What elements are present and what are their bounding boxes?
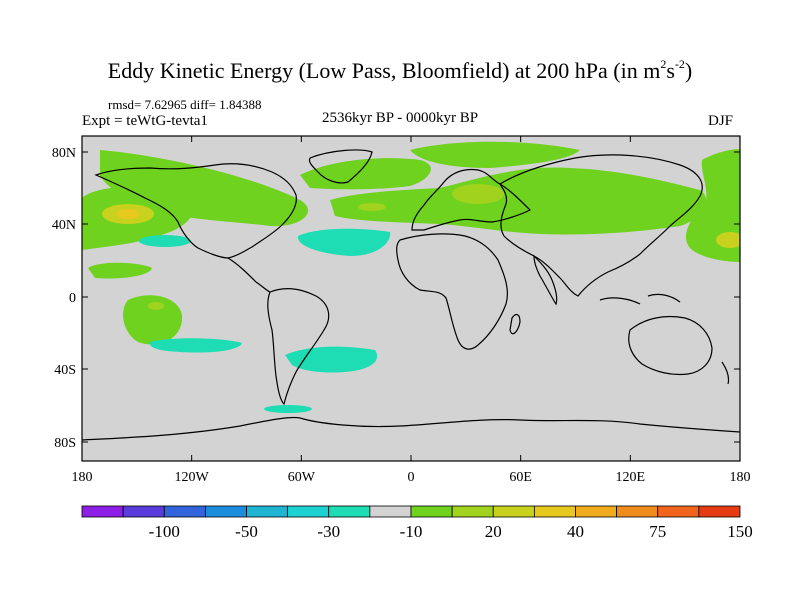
y-tick-label: 40S: [54, 363, 76, 378]
coast-new-zealand: [721, 361, 730, 385]
experiment-label: Expt = teWtG-tevta1: [82, 113, 208, 129]
coastlines: [82, 149, 740, 441]
axis-ticks: [81, 136, 741, 461]
axis-tick-labels: 180 120W 60W 0 60E 120E 180 80N 40N 0 40S 80S: [52, 146, 751, 485]
anomaly-negative-south-pacific: [149, 338, 242, 353]
period-label: 2536kyr BP - 0000kyr BP: [322, 110, 479, 126]
x-tick-label: 180: [730, 470, 751, 485]
y-tick-label: 80S: [54, 436, 76, 451]
colorbar-segment: [575, 505, 618, 518]
coast-central-america: [227, 257, 271, 293]
anomaly-positive-tropical-pacific: [88, 262, 152, 279]
colorbar-segment: [451, 505, 494, 518]
coast-indonesia: [599, 293, 681, 305]
colorbar-segment: [533, 505, 576, 518]
coast-australia: [628, 315, 713, 376]
anomaly-negative-east-pacific: [139, 235, 191, 247]
anomaly-positive-south-pacific: [123, 295, 183, 345]
colorbar-segment: [287, 505, 330, 518]
colorbar-label: 20: [485, 522, 502, 541]
anomaly-strong-south-pacific: [148, 302, 164, 310]
colorbar-labels: -100 -50 -30 -10 20 40 75 150: [149, 522, 753, 541]
colorbar-segment: [698, 505, 741, 518]
rmsd-diff-stats: rmsd= 7.62965 diff= 1.84388: [108, 97, 262, 112]
colorbar-segment: [163, 505, 206, 518]
coast-india: [533, 254, 558, 306]
colorbar-label: -50: [235, 522, 258, 541]
anomaly-negative-southern-ocean: [264, 405, 312, 413]
anomaly-positive-north-atlantic-eurasia: [330, 167, 707, 235]
y-tick-label: 80N: [52, 146, 76, 161]
x-tick-label: 60W: [288, 470, 316, 485]
colorbar-segment: [369, 505, 412, 518]
colorbar-label: -100: [149, 522, 180, 541]
colorbar-segment: [328, 505, 371, 518]
coast-greenland: [308, 149, 373, 184]
coast-africa: [396, 233, 509, 350]
colorbar-segment: [246, 505, 289, 518]
colorbar-segment: [492, 505, 535, 518]
anomaly-strong-north-atlantic: [358, 203, 386, 211]
y-tick-label: 40N: [52, 218, 76, 233]
colorbar-label: 40: [567, 522, 584, 541]
anomaly-positive-north-america: [100, 150, 309, 227]
coast-madagascar: [509, 313, 521, 335]
anomaly-field: [82, 141, 740, 413]
season-label: DJF: [708, 113, 734, 129]
anomaly-strong-eurasia: [452, 184, 504, 204]
colorbar-segment: [410, 505, 453, 518]
coast-south-america: [267, 287, 330, 406]
colorbar: [81, 505, 741, 518]
colorbar-label: 150: [727, 522, 753, 541]
anomaly-positive-arctic: [410, 141, 580, 168]
colorbar-segment: [204, 505, 247, 518]
colorbar-segment: [122, 505, 165, 518]
anomaly-strong-west-pacific: [716, 232, 740, 248]
colorbar-label: 75: [649, 522, 666, 541]
x-tick-label: 120E: [616, 470, 646, 485]
anomaly-negative-central-atlantic: [297, 228, 391, 256]
anomaly-max-north-pacific: [116, 209, 140, 219]
colorbar-segment: [616, 505, 659, 518]
colorbar-segment: [657, 505, 700, 518]
x-tick-label: 60E: [509, 470, 532, 485]
plot-title: Eddy Kinetic Energy (Low Pass, Bloomfiel…: [107, 56, 693, 83]
colorbar-label: -10: [400, 522, 423, 541]
coast-asia: [499, 154, 703, 297]
y-tick-label: 0: [69, 291, 76, 306]
x-tick-label: 180: [72, 470, 93, 485]
coast-antarctica: [82, 416, 740, 441]
x-tick-label: 0: [408, 470, 415, 485]
colorbar-label: -30: [317, 522, 340, 541]
x-tick-label: 120W: [175, 470, 210, 485]
colorbar-segment: [81, 505, 124, 518]
coast-north-america: [94, 163, 297, 259]
